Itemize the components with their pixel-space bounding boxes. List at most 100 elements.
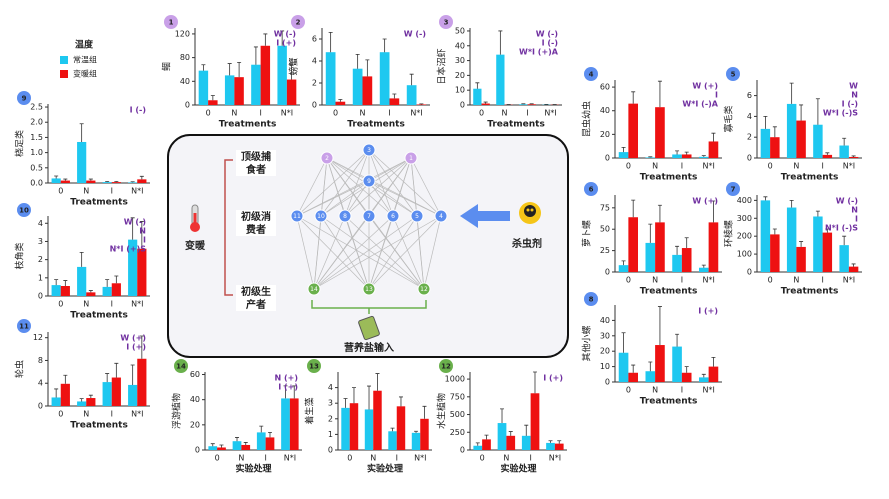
panel-number: 14 — [176, 363, 186, 371]
chart-panel: 0 10 20 30 40 50 0 N I N*I Treatments 日本沼虾 W (-)I (-… — [436, 15, 562, 130]
bar — [770, 137, 780, 158]
bar — [672, 346, 682, 382]
y-tick-label: 400 — [737, 196, 752, 205]
web-node — [307, 282, 321, 296]
web-edge — [296, 157, 328, 217]
x-tick-label: N*I — [131, 410, 143, 419]
x-axis-label: Treatments — [70, 198, 128, 208]
y-tick-label: 50 — [455, 26, 465, 35]
y-tick-label: 30 — [455, 56, 465, 65]
bar — [260, 45, 271, 105]
y-tick-label: 60 — [600, 83, 610, 92]
warming-label: 变暖 — [185, 239, 206, 252]
y-tick-label: 0 — [38, 402, 43, 411]
bar — [681, 154, 692, 158]
bar — [519, 104, 528, 105]
bar — [128, 239, 138, 296]
error-bar — [711, 132, 716, 142]
y-tick-label: 0 — [460, 101, 465, 110]
web-edge — [320, 180, 370, 217]
error-bar — [701, 373, 706, 378]
x-tick-label: I — [681, 386, 683, 395]
panel-badge — [291, 15, 305, 29]
error-bar — [54, 175, 59, 179]
fertilizer-icon — [358, 315, 380, 341]
error-bar — [390, 427, 395, 432]
web-node-label: 2 — [325, 155, 329, 162]
bar — [681, 248, 692, 272]
error-bar — [631, 199, 636, 218]
bar — [416, 104, 427, 105]
error-bar — [79, 123, 84, 142]
y-tick-label: 40 — [600, 106, 610, 115]
x-tick-label: N — [231, 109, 237, 118]
error-bar — [79, 398, 84, 402]
thermometer-icon — [190, 204, 200, 232]
legend-swatch — [60, 56, 68, 64]
web-edge — [368, 149, 394, 217]
y-axis-label: 日本沼虾 — [436, 48, 448, 84]
error-bar — [88, 178, 93, 181]
bar — [822, 154, 833, 158]
x-tick-label: 0 — [206, 109, 211, 118]
web-node-label: 11 — [293, 213, 301, 220]
y-tick-label: 40 — [600, 316, 610, 325]
annotation: I (+) — [698, 307, 718, 316]
y-tick-label: 200 — [737, 232, 752, 241]
x-tick-label: N — [83, 300, 89, 309]
x-tick-label: N*I — [843, 276, 855, 285]
bar — [796, 120, 806, 158]
level-box — [236, 163, 276, 176]
error-bar — [139, 335, 144, 359]
bar — [645, 157, 656, 158]
error-bar — [243, 442, 248, 445]
x-axis-label: Treatments — [70, 311, 128, 321]
web-edge — [410, 157, 442, 217]
web-edge — [296, 215, 315, 290]
error-bar — [675, 333, 680, 347]
web-edge — [313, 215, 346, 290]
bar — [60, 180, 70, 183]
y-tick-label: 2 — [312, 79, 317, 88]
y-tick-label: 3 — [38, 237, 43, 246]
annotation: W (-) — [404, 30, 426, 39]
chart-panel: 0 25 50 75 0 N I N*I Treatments 萝卜螺 W (+) 6 — [582, 182, 722, 297]
annotation: W (+) — [120, 334, 146, 343]
y-tick-label: 250 — [450, 428, 465, 437]
error-bar — [621, 146, 626, 153]
y-tick-label: 0 — [747, 154, 752, 163]
bar — [379, 52, 390, 105]
y-axis-label: 枝角类 — [14, 242, 26, 269]
error-bar — [621, 332, 626, 353]
annotation: W (+) — [692, 197, 718, 206]
x-axis-label: Treatments — [640, 287, 698, 297]
annotation: I — [143, 236, 146, 245]
error-bar — [815, 210, 820, 217]
web-node-label: 6 — [391, 213, 395, 220]
web-edge — [368, 157, 412, 182]
x-tick-label: N — [652, 386, 658, 395]
level-label: 产者 — [246, 298, 266, 311]
bar — [645, 242, 656, 272]
error-bar — [382, 38, 387, 53]
annotation: N — [851, 91, 858, 100]
panel-badge — [164, 15, 178, 29]
panel-badge — [584, 292, 598, 306]
y-tick-label: 4 — [312, 57, 317, 66]
bar — [352, 68, 363, 105]
bar — [708, 366, 719, 382]
y-tick-label: 50 — [600, 225, 610, 234]
annotation: W*I (-)A — [682, 100, 718, 109]
bar — [411, 432, 421, 450]
error-bar — [763, 116, 768, 129]
level-label: 初级生 — [241, 285, 271, 298]
error-bar — [130, 217, 135, 240]
annotation: I (+) — [276, 39, 296, 48]
x-axis-label: Treatments — [70, 421, 128, 431]
y-tick-label: 1 — [328, 430, 333, 439]
web-edge — [344, 215, 425, 290]
bar — [224, 75, 235, 105]
bar — [681, 372, 692, 382]
y-tick-label: 0.5 — [30, 163, 43, 172]
